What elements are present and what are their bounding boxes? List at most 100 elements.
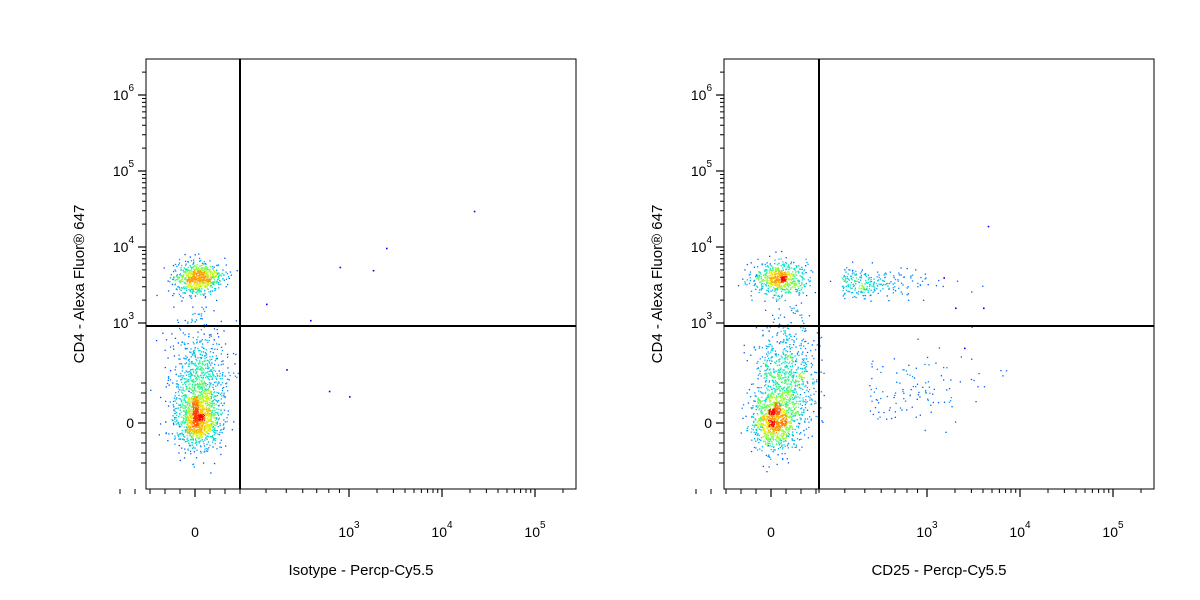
y-tick-exponent: 4 — [128, 235, 134, 246]
event-dot — [801, 287, 803, 289]
event-dot — [195, 278, 197, 280]
event-dot — [777, 373, 779, 375]
event-dot — [791, 409, 793, 412]
event-dot — [202, 343, 204, 345]
event-dot — [786, 278, 788, 280]
event-dot — [190, 415, 192, 417]
event-dot — [868, 276, 870, 279]
event-dot — [193, 274, 195, 276]
event-dot — [208, 408, 211, 410]
event-dot — [206, 359, 208, 361]
event-dot — [805, 428, 808, 430]
event-dot — [210, 419, 212, 421]
event-dot — [800, 347, 802, 349]
event-dot — [192, 262, 195, 264]
event-dot — [182, 420, 185, 422]
event-dot — [786, 391, 788, 393]
event-dot — [192, 292, 194, 294]
event-dot — [190, 438, 192, 441]
event-dot — [199, 274, 201, 276]
event-dot — [220, 353, 222, 355]
event-dot — [804, 407, 807, 409]
event-dot — [219, 446, 221, 448]
event-dot — [224, 396, 227, 398]
event-dot — [185, 374, 188, 376]
event-dot — [782, 267, 784, 269]
event-dot — [195, 409, 197, 411]
event-dot — [204, 296, 207, 298]
event-dot — [192, 263, 194, 265]
event-dot — [207, 269, 209, 271]
event-dot — [772, 429, 774, 431]
event-dot — [194, 287, 196, 289]
event-dot — [196, 291, 198, 293]
event-dot — [789, 279, 791, 281]
event-dot — [801, 380, 804, 383]
event-dot — [209, 392, 211, 394]
event-dot — [800, 432, 802, 434]
event-dot — [188, 283, 190, 285]
event-dot — [185, 286, 187, 288]
event-dot — [211, 420, 213, 423]
outlier-point — [286, 369, 288, 371]
event-dot — [216, 418, 218, 420]
event-dot — [785, 379, 787, 381]
event-dot — [787, 392, 789, 394]
event-dot — [776, 412, 778, 414]
event-dot — [789, 306, 791, 308]
event-dot — [179, 329, 182, 331]
event-dot — [183, 435, 185, 437]
event-dot — [772, 277, 774, 280]
event-dot — [162, 332, 164, 334]
event-dot — [193, 408, 195, 410]
event-dot — [796, 290, 799, 292]
event-dot — [868, 278, 870, 280]
event-dot — [200, 329, 202, 331]
event-dot — [768, 353, 770, 355]
event-dot — [780, 435, 783, 437]
event-dot — [779, 410, 781, 412]
event-dot — [755, 405, 757, 407]
event-dot — [761, 425, 763, 427]
event-dot — [785, 424, 787, 426]
event-dot — [779, 443, 782, 445]
event-dot — [796, 360, 798, 363]
event-dot — [203, 348, 205, 350]
event-dot — [762, 335, 764, 337]
event-dot — [194, 277, 196, 280]
event-dot — [177, 286, 179, 288]
event-dot — [210, 418, 212, 420]
event-dot — [196, 423, 198, 425]
event-dot — [785, 263, 788, 265]
event-dot — [221, 375, 223, 377]
event-dot — [199, 284, 201, 286]
event-dot — [778, 418, 780, 420]
event-dot — [204, 372, 207, 374]
event-dot — [780, 422, 782, 424]
event-dot — [791, 376, 793, 379]
event-dot — [190, 371, 192, 373]
event-dot — [197, 407, 199, 409]
event-dot — [195, 424, 197, 426]
event-dot — [774, 289, 776, 291]
event-dot — [219, 280, 221, 282]
event-dot — [193, 352, 195, 354]
event-dot — [188, 425, 191, 427]
event-dot — [191, 288, 193, 291]
event-dot — [184, 429, 186, 431]
event-dot — [185, 410, 187, 412]
event-dot — [204, 403, 207, 405]
event-dot — [795, 271, 797, 273]
event-dot — [800, 419, 802, 421]
event-dot — [197, 362, 199, 365]
event-dot — [747, 426, 749, 428]
event-dot — [777, 268, 779, 270]
event-dot — [209, 293, 212, 295]
event-dot — [873, 286, 875, 288]
event-dot — [204, 277, 206, 279]
event-dot — [782, 390, 784, 392]
event-dot — [215, 357, 218, 359]
event-dot — [220, 409, 222, 411]
event-dot — [191, 287, 193, 290]
event-dot — [194, 287, 197, 289]
